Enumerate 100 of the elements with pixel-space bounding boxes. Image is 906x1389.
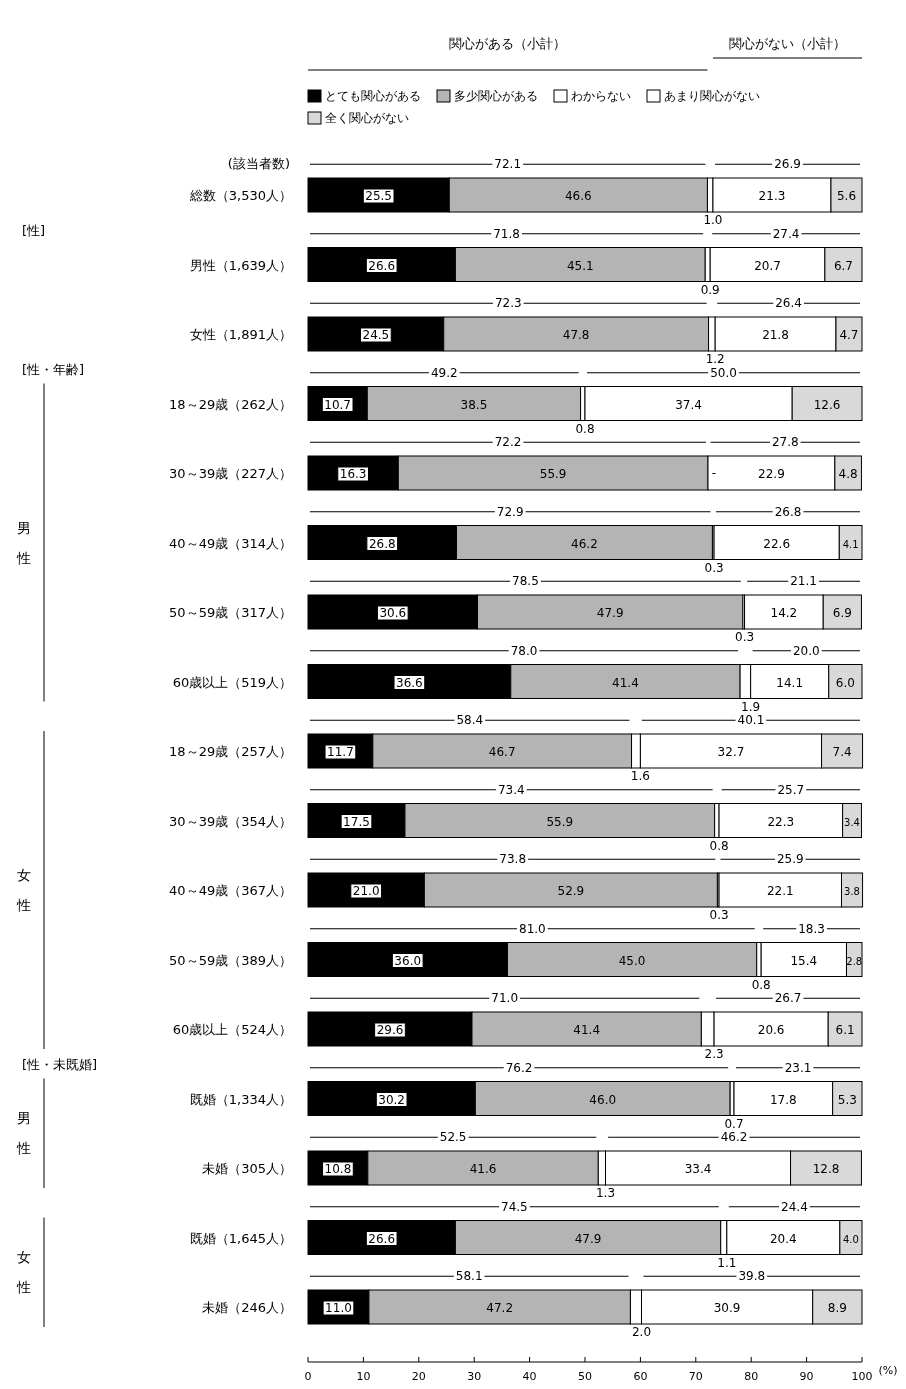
data-label: 47.9 [574,1231,602,1246]
y-tick-label: 18～29歳（262人） [169,396,292,412]
annotation: 71.0 [491,991,519,1006]
data-label: 6.9 [832,606,852,620]
legend-label: 全く関心がない [325,111,409,125]
y-tick-label: 40～49歳（314人） [169,535,292,551]
data-label: 4.1 [842,538,859,550]
y-tick-label: 50～59歳（389人） [169,952,292,968]
y-tick-label: 30～39歳（354人） [169,813,292,829]
x-axis-title: (%) [878,1364,898,1377]
data-label: 30.9 [713,1301,741,1315]
data-label: 47.9 [596,606,624,620]
annotation: 27.4 [772,226,800,241]
data-label: 20.4 [769,1231,797,1246]
y-tick-label: 既婚（1,334人） [189,1091,292,1107]
text: 男性 [16,518,31,568]
data-label: 46.0 [589,1092,617,1107]
data-label: 2.0 [631,1325,652,1339]
annotation: 26.9 [774,157,801,172]
data-label: 55.9 [539,467,567,481]
data-label: 37.4 [675,397,702,412]
data-label: 36.6 [396,675,423,690]
data-label: 46.2 [571,536,598,551]
y-tick-label: 50～59歳（317人） [169,605,292,620]
x-tick-label: 70 [688,1370,703,1383]
y-tick-label: 40～49歳（367人） [169,883,292,898]
annotation: 78.0 [510,643,538,658]
data-label: 0.3 [704,560,724,575]
data-label: 45.0 [618,953,646,968]
data-label: 47.8 [562,328,590,342]
annotation: 72.9 [496,504,524,519]
text: [性] [22,222,46,238]
data-label: 22.9 [758,467,785,481]
data-label: 12.6 [813,397,841,412]
data-label: 2.8 [846,955,863,967]
data-label: 14.2 [770,606,798,620]
text: 関心がない（小計） [728,36,846,51]
data-label: 22.6 [763,536,791,551]
data-label: 45.1 [566,258,594,273]
annotation: 58.4 [456,713,484,728]
annotation: 25.7 [777,782,805,797]
data-label: 24.5 [362,328,390,342]
data-label: 11.0 [325,1301,352,1315]
text: - [711,466,717,480]
data-label: 4.0 [842,1233,859,1245]
annotation: 39.8 [738,1269,766,1284]
data-label: 1.2 [705,352,725,366]
data-label: 4.8 [838,467,858,481]
text: 女性 [16,1248,31,1298]
y-tick-label: 60歳以上（519人） [172,674,292,690]
y-tick-label: 既婚（1,645人） [189,1230,292,1246]
x-tick-label: 30 [467,1370,482,1383]
data-label: 29.6 [376,1023,404,1037]
data-label: 0.8 [575,421,595,436]
y-tick-label: 総数（3,530人） [188,188,292,203]
annotation: 26.4 [775,296,802,311]
annotation: 24.4 [781,1199,808,1214]
data-label: 22.3 [767,814,795,829]
y-tick-label: 60歳以上（524人） [172,1022,292,1037]
data-label: 21.8 [762,328,789,342]
data-label: 10.7 [324,397,351,412]
y-tick-label: 男性（1,639人） [189,257,292,273]
annotation: 27.8 [771,435,799,450]
data-label: 12.8 [812,1162,840,1176]
data-label: 47.2 [486,1301,514,1315]
data-label: 15.4 [790,953,818,968]
annotation: 74.5 [501,1199,528,1214]
annotation: 72.3 [494,296,522,311]
x-tick-label: 20 [411,1370,426,1383]
data-label: 0.8 [751,977,771,992]
data-label: 25.5 [365,189,392,203]
data-label: 26.8 [368,536,396,551]
annotation: 26.8 [774,504,802,519]
data-label: 8.9 [827,1301,847,1315]
data-label: 6.1 [835,1023,855,1037]
data-label: 16.3 [339,467,367,481]
data-label: 26.6 [368,258,396,273]
data-label: 52.9 [557,884,585,898]
text: 関心がある（小計） [449,36,567,51]
data-label: 30.2 [378,1092,406,1107]
annotation: 26.7 [774,991,802,1006]
annotation: 76.2 [505,1060,533,1075]
annotation: 71.8 [493,226,520,241]
annotation: 49.2 [430,365,458,380]
text: [性・未既婚] [22,1056,98,1072]
data-label: 1.3 [595,1186,616,1200]
x-tick-label: 90 [799,1370,814,1383]
annotation: 58.1 [455,1269,483,1284]
data-label: 55.9 [546,814,574,829]
x-tick-label: 10 [356,1370,371,1383]
data-label: 46.7 [488,745,516,759]
data-label: 6.7 [833,258,853,273]
data-label: 41.4 [612,675,639,690]
data-label: 11.7 [327,745,354,759]
data-label: 22.1 [766,884,794,898]
annotation: 73.4 [497,782,525,797]
data-label: 5.6 [836,189,857,203]
data-label: 0.9 [700,282,720,297]
annotation: 23.1 [784,1060,812,1075]
annotation: 46.2 [720,1130,748,1145]
